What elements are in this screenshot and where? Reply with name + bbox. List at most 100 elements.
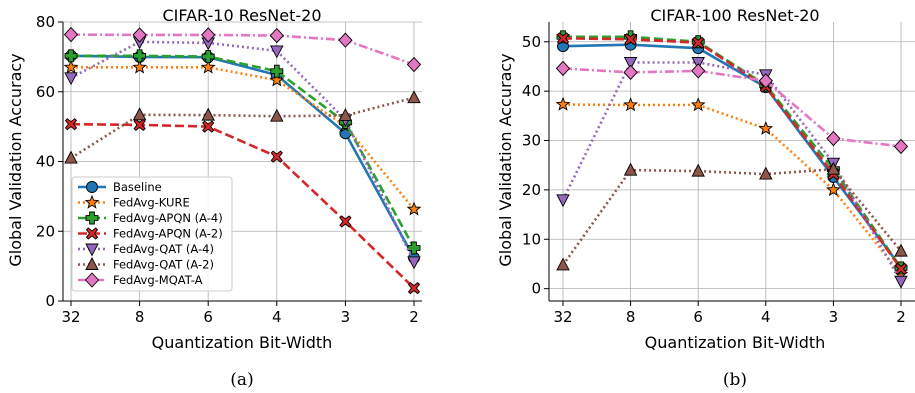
data-point [893, 138, 909, 155]
panel-b: CIFAR-100 ResNet-20 Global Validation Ac… [496, 6, 915, 390]
data-point [690, 97, 706, 112]
legend-label: Baseline [113, 180, 162, 194]
data-point [64, 49, 78, 63]
legend-marker [85, 257, 99, 270]
legend-label: FedAvg-MQAT-A [113, 273, 203, 287]
series-line [562, 37, 903, 270]
data-point [202, 120, 215, 133]
data-point [132, 27, 147, 43]
data-point [826, 130, 841, 147]
data-point [406, 56, 422, 73]
x-tick-label: 8 [135, 308, 145, 326]
y-axis-label: Global Validation Accuracy [6, 53, 25, 266]
data-point [200, 59, 216, 74]
series-line [70, 33, 415, 66]
data-point [201, 107, 215, 121]
data-point [338, 32, 353, 48]
data-point [269, 27, 284, 44]
series-line [71, 54, 416, 249]
data-point [691, 163, 705, 177]
series-line [562, 103, 903, 276]
y-tick-label: 40 [36, 153, 55, 171]
x-tick-label: 2 [409, 308, 419, 326]
series-line [563, 35, 903, 269]
y-axis-label: Global Validation Accuracy [496, 53, 515, 266]
data-point [894, 262, 908, 276]
data-point [758, 120, 774, 135]
caption: (b) [723, 370, 747, 390]
data-point [407, 241, 421, 255]
x-tick-label: 4 [761, 308, 771, 326]
series-baseline [557, 38, 907, 274]
data-point [623, 97, 638, 112]
data-point [406, 201, 422, 216]
data-point [269, 72, 285, 87]
data-point [759, 166, 773, 180]
data-point [132, 59, 147, 74]
data-point [623, 162, 638, 176]
legend-marker [85, 211, 99, 225]
data-point [270, 64, 284, 78]
data-point [894, 275, 908, 289]
x-tick-label: 6 [203, 308, 213, 326]
data-point [556, 32, 570, 45]
data-point [556, 257, 570, 271]
legend-marker [84, 272, 100, 288]
y-tick-label: 0 [531, 280, 541, 298]
data-point [556, 194, 570, 208]
y-tick-label: 50 [522, 33, 541, 51]
data-point [894, 243, 908, 257]
data-point [407, 256, 421, 270]
series-line [561, 167, 903, 266]
data-point [64, 72, 78, 86]
legend-marker [86, 181, 98, 193]
series-line [562, 43, 903, 269]
data-point [624, 33, 637, 46]
data-point [132, 107, 147, 121]
data-point [63, 59, 79, 74]
data-point [758, 73, 773, 89]
x-axis-label: Quantization Bit-Width [645, 333, 826, 352]
data-point [826, 182, 841, 197]
series-line [561, 61, 903, 282]
series-fedavg-qat-a-2- [64, 90, 421, 164]
series-fedavg-qat-a-4- [64, 36, 421, 270]
data-point [64, 150, 78, 164]
legend-marker [85, 227, 99, 240]
series-fedavg-kure [555, 96, 909, 281]
x-axis-label: Quantization Bit-Width [152, 333, 333, 352]
x-tick-label: 2 [896, 308, 906, 326]
data-point [623, 64, 638, 81]
data-point [623, 57, 638, 70]
x-tick-label: 4 [272, 308, 282, 326]
data-point [270, 108, 284, 122]
data-point [407, 90, 421, 104]
data-point [133, 49, 147, 63]
data-point [555, 96, 571, 111]
legend-label: FedAvg-QAT (A-4) [113, 242, 214, 256]
data-point [338, 107, 353, 121]
data-point [63, 26, 79, 43]
series-line [562, 67, 902, 148]
legend-box [71, 176, 233, 292]
data-point [407, 281, 421, 295]
x-tick-label: 3 [341, 308, 351, 326]
panel-a: CIFAR-10 ResNet-20 Global Validation Acc… [6, 6, 422, 390]
series-fedavg-qat-a-2- [556, 161, 908, 271]
series-fedavg-apqn-a-2- [64, 118, 421, 295]
y-tick-label: 60 [36, 83, 55, 101]
series-fedavg-mqat-a [555, 60, 909, 155]
data-point [826, 161, 841, 175]
series-fedavg-mqat-a [63, 26, 422, 73]
data-point [201, 50, 215, 63]
y-tick-label: 0 [45, 292, 55, 310]
y-tick-label: 10 [522, 230, 541, 248]
x-tick-label: 3 [829, 308, 839, 326]
x-tick-label: 8 [626, 308, 636, 326]
y-tick-label: 80 [36, 13, 55, 31]
legend-marker [85, 243, 99, 257]
x-tick-label: 6 [693, 308, 703, 326]
y-tick-label: 20 [36, 222, 55, 240]
series-fedavg-qat-a-4- [556, 57, 908, 289]
